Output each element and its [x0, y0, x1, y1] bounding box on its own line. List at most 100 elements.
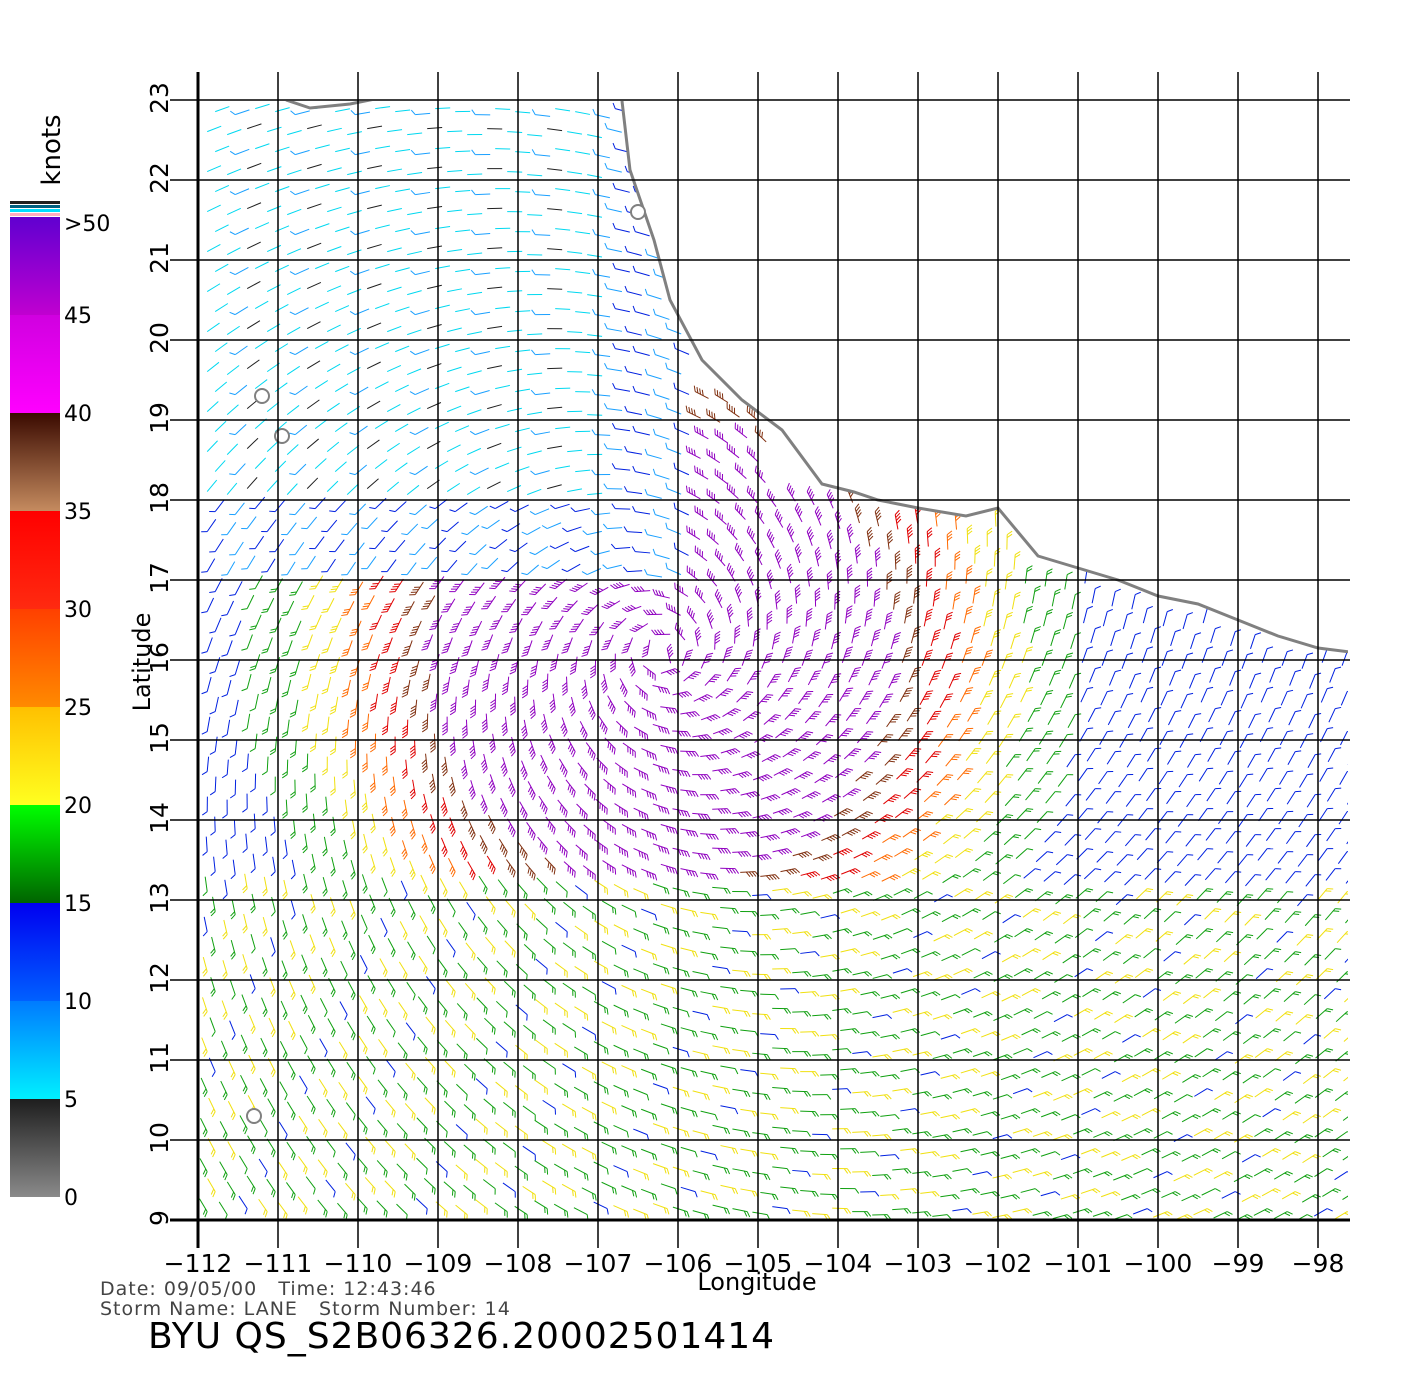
wind-barb	[602, 645, 609, 648]
wind-barb	[806, 834, 813, 839]
wind-barb	[1147, 727, 1154, 730]
wind-barb	[241, 608, 248, 611]
wind-barb	[410, 270, 416, 275]
wind-barb	[806, 931, 812, 937]
wind-vector	[1341, 651, 1348, 666]
wind-barb	[641, 654, 648, 658]
wind-barb	[724, 654, 731, 658]
wind-barb	[531, 754, 536, 760]
wind-barb	[390, 708, 396, 712]
wind-barb	[290, 874, 296, 880]
wind-barb	[986, 568, 993, 573]
wind-vector	[475, 311, 491, 316]
wind-vector	[1327, 748, 1336, 763]
wind-barb	[309, 708, 316, 712]
wind-vector	[990, 631, 996, 647]
wind-barb	[1095, 868, 1102, 871]
wind-vector	[214, 263, 229, 273]
wind-vector	[227, 168, 242, 176]
wind-barb	[668, 652, 674, 658]
wind-vector	[881, 874, 896, 882]
wind-vector	[454, 579, 465, 592]
wind-vector	[335, 265, 350, 273]
wind-barb	[262, 608, 269, 611]
wind-barb	[644, 733, 646, 740]
wind-barb	[652, 588, 656, 595]
wind-barb	[282, 691, 289, 695]
wind-vector	[395, 267, 410, 273]
wind-vector	[832, 888, 848, 894]
wind-barb	[643, 813, 647, 820]
wind-vector	[841, 828, 856, 836]
wind-barb	[872, 753, 880, 756]
wind-vector	[680, 868, 696, 873]
wind-barb	[930, 795, 937, 798]
wind-barb	[935, 629, 942, 633]
wind-barb	[443, 811, 448, 817]
wind-vector	[1279, 771, 1288, 785]
wind-barb	[889, 837, 896, 841]
wind-barb	[410, 668, 417, 672]
wind-vector	[487, 247, 503, 250]
wind-barb	[603, 642, 610, 645]
wind-barb	[965, 611, 972, 615]
wind-vector	[408, 900, 416, 915]
wind-vector	[672, 847, 688, 853]
wind-vector	[415, 152, 431, 156]
wind-barb	[487, 860, 491, 867]
wind-barb	[783, 848, 790, 854]
wind-barb	[362, 605, 369, 608]
wind-barb	[734, 868, 740, 874]
wind-vector	[1217, 851, 1228, 864]
wind-vector	[447, 288, 463, 293]
wind-barb	[422, 845, 427, 852]
wind-vector	[692, 891, 708, 896]
wind-barb	[884, 855, 891, 860]
wind-barb	[471, 834, 476, 841]
wind-barb	[363, 642, 370, 646]
wind-vector	[367, 204, 382, 210]
wind-vector	[479, 835, 488, 849]
wind-vector	[366, 595, 375, 609]
wind-vector	[406, 640, 413, 655]
wind-barb	[1335, 706, 1342, 710]
wind-barb	[382, 808, 388, 814]
wind-barb	[646, 774, 649, 781]
wind-barb	[362, 768, 368, 773]
wind-barb	[261, 731, 268, 735]
wind-barb	[628, 662, 634, 669]
wind-barb	[270, 911, 276, 917]
wind-barb	[786, 791, 793, 796]
wind-barb	[1107, 608, 1113, 613]
wind-barb	[714, 589, 719, 595]
wind-barb	[329, 751, 336, 756]
wind-barb	[867, 532, 873, 538]
wind-barb	[480, 799, 485, 806]
wind-barb	[310, 945, 315, 952]
wind-barb	[924, 695, 931, 698]
wind-vector	[478, 875, 488, 889]
wind-barb	[543, 886, 546, 893]
wind-vector	[1017, 768, 1028, 781]
wind-barb	[666, 888, 670, 895]
wind-barb	[849, 870, 855, 875]
wind-barb	[954, 553, 961, 559]
wind-barb	[946, 530, 953, 535]
wind-barb	[926, 652, 933, 655]
wind-barb	[694, 871, 699, 878]
wind-vector	[1097, 811, 1108, 824]
wind-barb	[1144, 930, 1151, 933]
wind-barb	[798, 853, 804, 859]
wind-vector	[1103, 911, 1116, 922]
wind-vector	[494, 653, 500, 669]
wind-barb	[984, 695, 991, 698]
wind-vector	[881, 914, 896, 921]
wind-barb	[691, 711, 697, 717]
wind-vector	[1063, 874, 1076, 885]
wind-barb	[423, 888, 428, 895]
wind-barb	[385, 603, 392, 605]
wind-vector	[575, 151, 591, 155]
wind-barb	[530, 430, 536, 435]
wind-barb	[884, 776, 891, 779]
wind-barb	[862, 774, 869, 778]
